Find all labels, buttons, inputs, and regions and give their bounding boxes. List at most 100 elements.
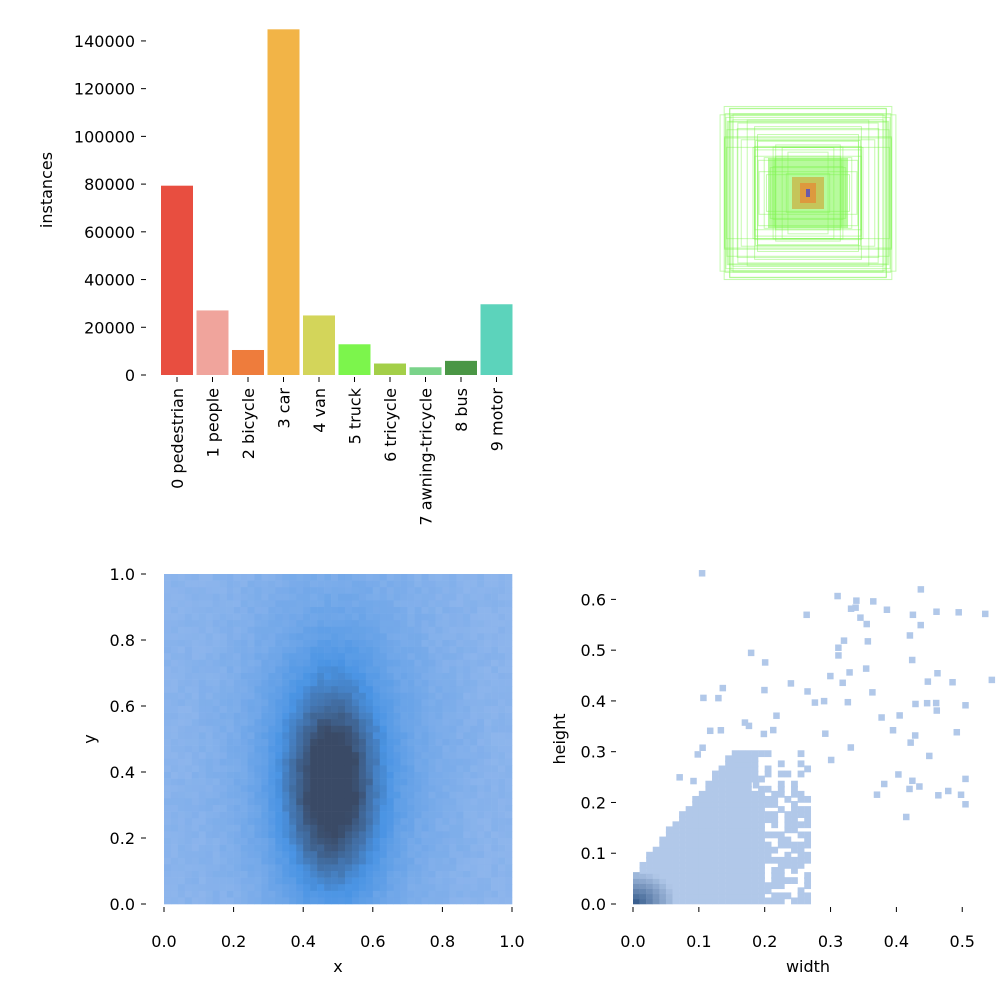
wh-cell [725, 872, 732, 879]
wh-cell [784, 877, 792, 884]
xy-cell [184, 818, 193, 826]
xy-cell [344, 739, 353, 746]
xy-cell [164, 692, 172, 700]
wh-cell [712, 887, 719, 895]
xy-x-tick-label: 0.6 [360, 932, 385, 951]
xy-cell [247, 884, 255, 892]
wh-cell [957, 791, 965, 799]
xy-cell [282, 798, 290, 806]
xy-cell [261, 679, 269, 687]
xy-cell [240, 706, 248, 713]
xy-cell [421, 659, 429, 667]
xy-cell [212, 732, 220, 740]
xy-cell [393, 791, 401, 799]
xy-cell [421, 798, 429, 806]
xy-cell [449, 607, 457, 614]
xy-cell [205, 739, 214, 746]
bar-y-tick-label: 60000 [84, 223, 135, 242]
wh-cell [758, 887, 765, 895]
xy-cell [435, 706, 443, 713]
xy-cell [170, 818, 179, 826]
xy-cell [198, 640, 207, 647]
xy-cell [344, 758, 353, 766]
xy-cell [386, 871, 394, 878]
xy-cell [498, 857, 506, 865]
xy-cell [254, 653, 262, 661]
xy-cell [254, 633, 262, 641]
wh-cell [639, 877, 647, 884]
xy-cell [428, 785, 436, 793]
xy-cell [400, 653, 408, 661]
xy-cell [184, 593, 193, 601]
xy-cell [491, 765, 499, 773]
xy-cell [324, 877, 332, 885]
xy-cell [393, 851, 401, 859]
wh-cell [777, 867, 785, 874]
xy-cell [484, 811, 492, 819]
xy-cell [477, 580, 485, 588]
xy-cell [477, 778, 485, 786]
xy-cell [456, 626, 464, 634]
xy-cell [414, 699, 422, 707]
wh-cell [705, 821, 713, 829]
xy-cell [442, 725, 450, 733]
xy-cell [317, 745, 325, 753]
xy-cell [296, 613, 304, 621]
xy-cell [442, 607, 450, 614]
xy-cell [268, 646, 276, 654]
xy-cell [351, 739, 360, 746]
xy-cell [170, 791, 179, 799]
xy-cell [233, 739, 241, 746]
wh-cell [738, 867, 746, 874]
wh-cell [791, 821, 798, 829]
wh-cell [698, 570, 706, 577]
xy-cell [233, 653, 241, 661]
xy-cell [317, 692, 325, 700]
xy-cell [226, 824, 234, 832]
xy-cell [435, 600, 443, 608]
xy-cell [275, 712, 283, 720]
wh-cell [718, 785, 726, 793]
wh-cell [784, 861, 792, 869]
xy-cell [358, 607, 367, 614]
wh-cell [784, 826, 792, 834]
xy-cell [303, 798, 311, 806]
xy-cell [233, 646, 241, 654]
wh-cell [771, 856, 779, 864]
xy-cell [261, 739, 269, 746]
xy-cell [407, 752, 415, 760]
xy-cell [212, 864, 220, 872]
xy-cell [198, 725, 207, 733]
xy-cell [484, 574, 492, 581]
xy-cell [303, 791, 311, 799]
xy-cell [421, 884, 429, 892]
xy-cell [275, 600, 283, 608]
xy-cell [338, 640, 346, 647]
xy-cell [282, 706, 290, 713]
xy-cell [491, 580, 499, 588]
xy-cell [324, 613, 332, 621]
xy-cell [442, 732, 450, 740]
xy-cell [407, 646, 415, 654]
xy-cell [219, 758, 227, 766]
wh-cell [665, 836, 673, 844]
wh-cell [804, 836, 812, 844]
xy-cell [289, 811, 297, 819]
xy-cell [205, 871, 214, 878]
wh-cell [738, 851, 746, 859]
wh-cell [804, 892, 812, 900]
xy-cell [240, 778, 248, 786]
wh-cell [718, 861, 726, 869]
xy-cell [261, 686, 269, 694]
xy-cell [428, 844, 436, 852]
xy-cell [177, 699, 186, 707]
xy-cell [463, 732, 471, 740]
xy-cell [400, 712, 408, 720]
xy-cell [331, 719, 339, 727]
xy-cell [191, 851, 200, 859]
xy-cell [484, 613, 492, 621]
wh-cell [692, 811, 700, 818]
xy-cell [254, 798, 262, 806]
xy-cell [351, 838, 360, 845]
xy-cell [268, 640, 276, 647]
